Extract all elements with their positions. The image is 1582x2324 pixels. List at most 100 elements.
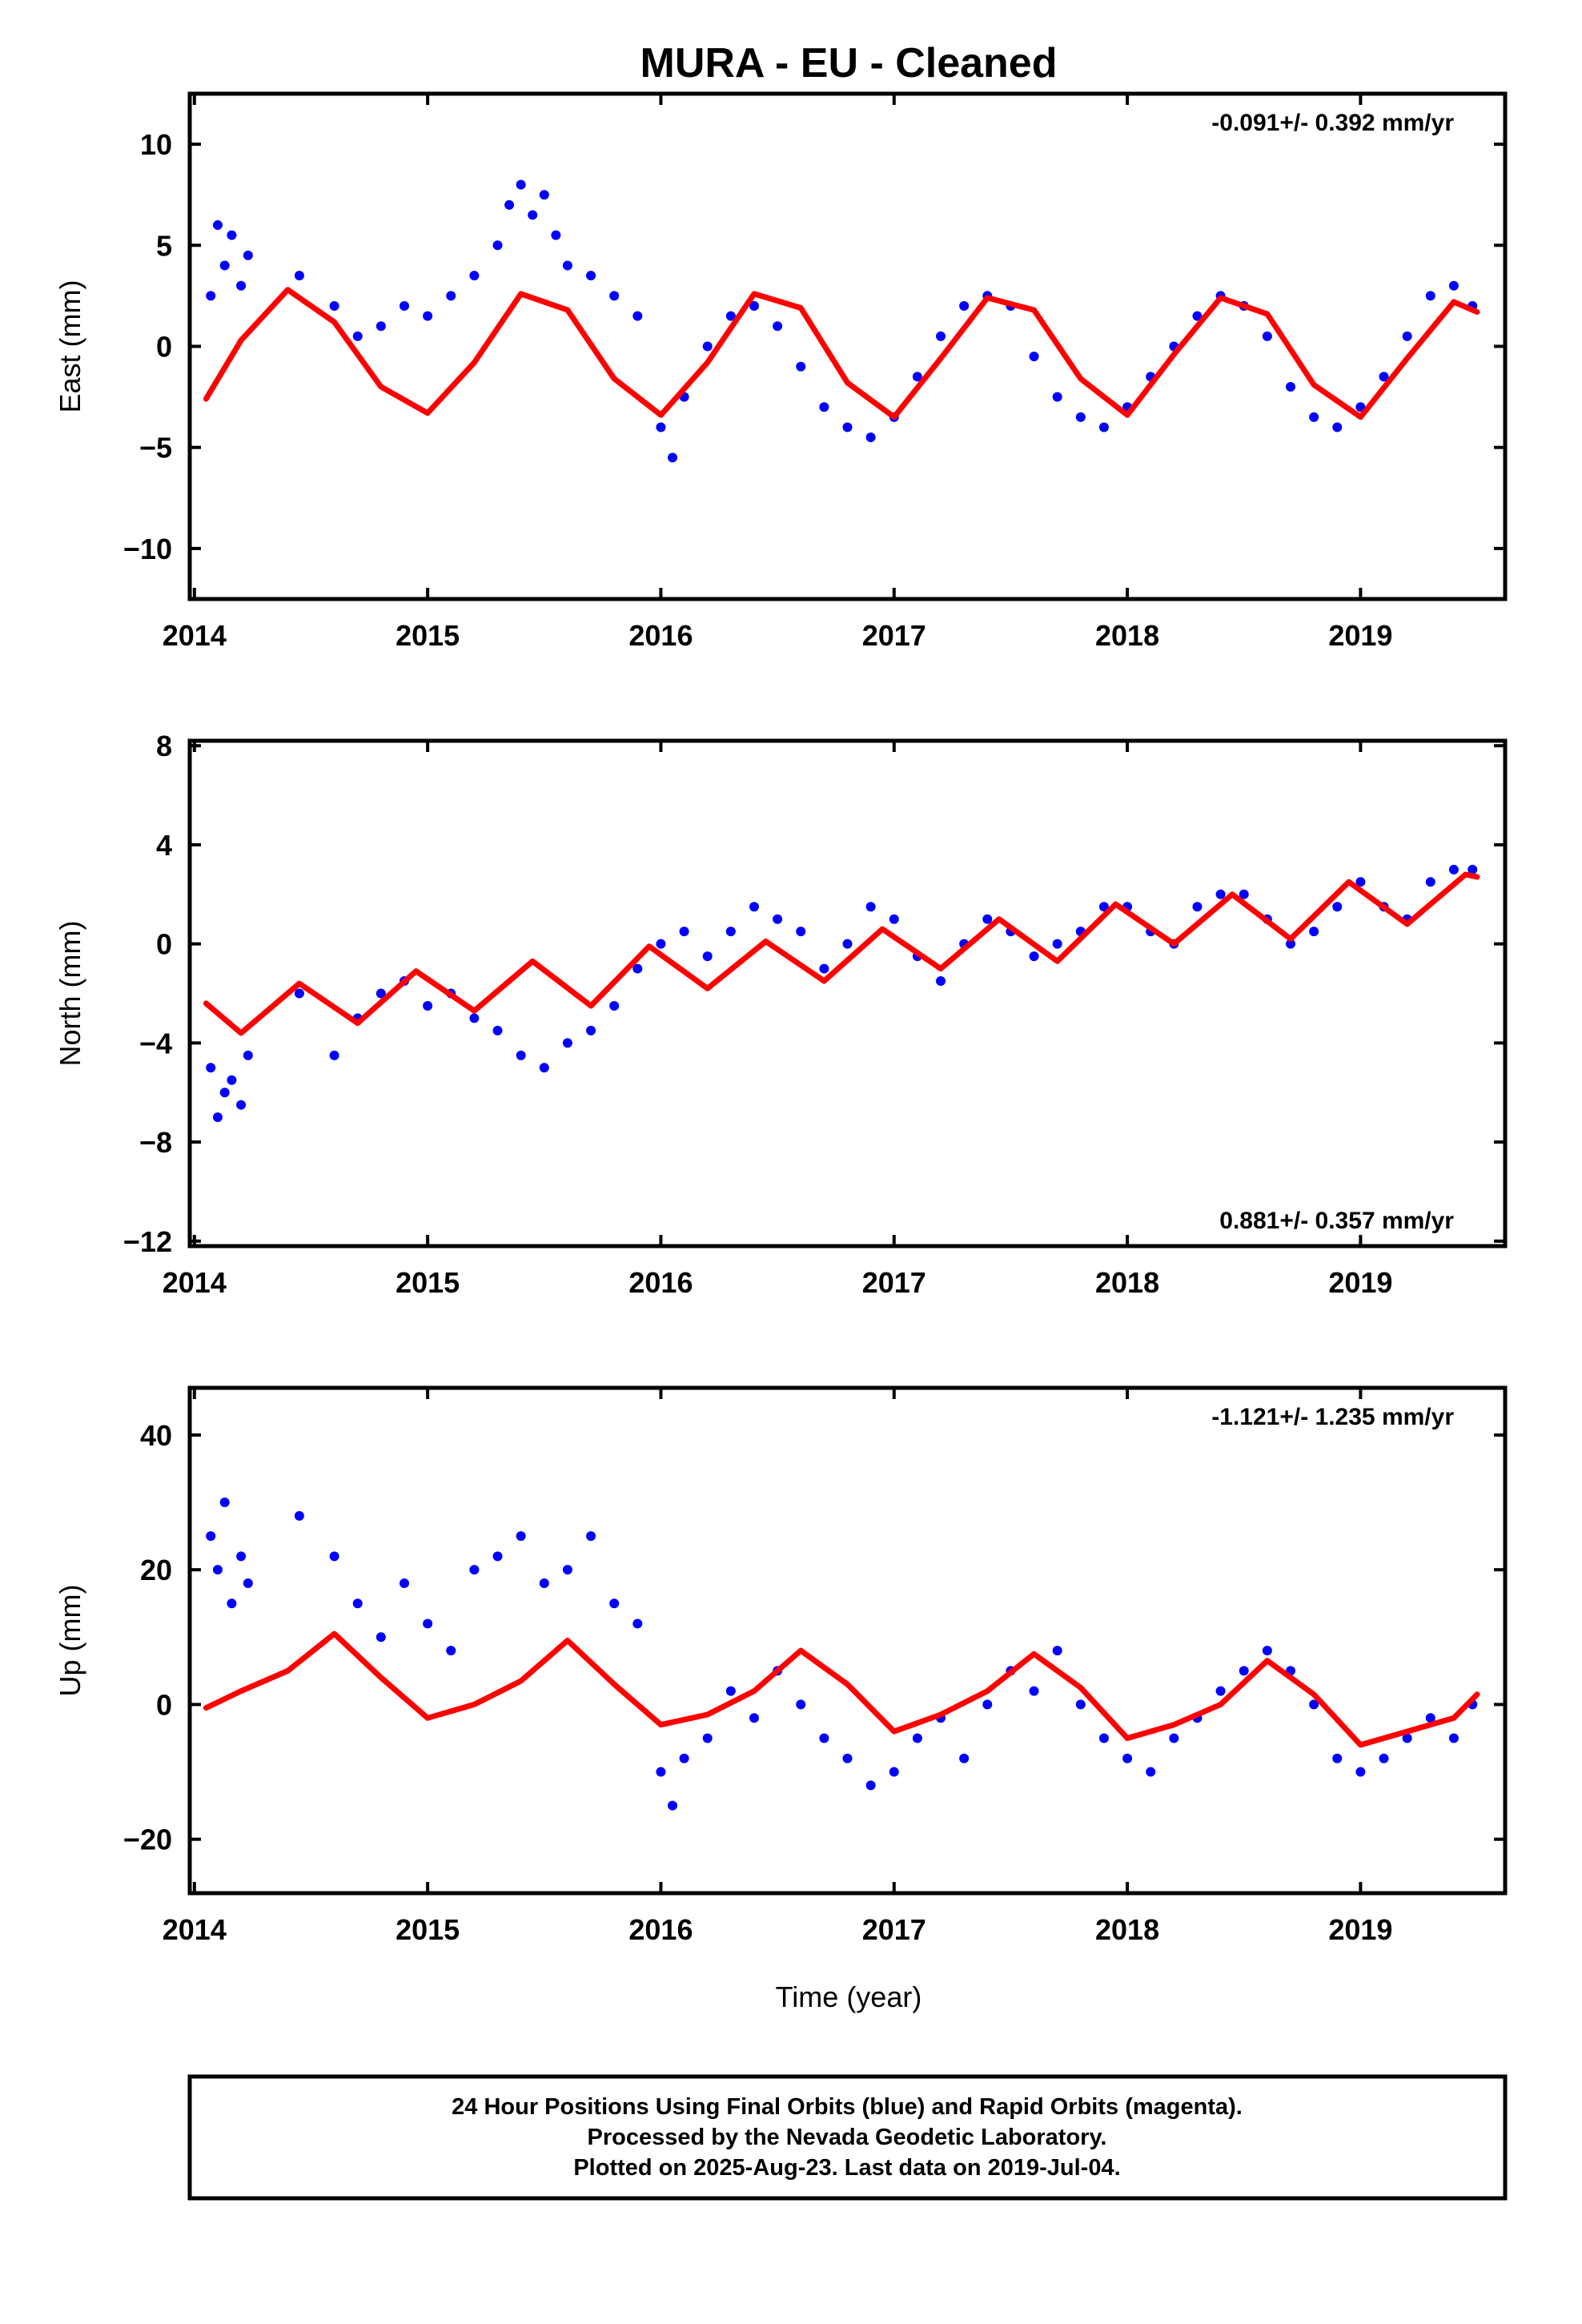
north-data-point [1468, 864, 1478, 875]
north-data-point [936, 976, 946, 987]
north-data-point [1425, 877, 1435, 887]
x-axis-title: Time (year) [776, 1980, 922, 2013]
east-data-point [539, 190, 549, 200]
north-data-point [702, 951, 713, 962]
east-data-point [212, 220, 223, 231]
east-data-point [749, 301, 759, 312]
east-data-point [865, 432, 876, 443]
east-data-point [219, 260, 230, 271]
up-data-point [1239, 1666, 1249, 1676]
north-data-point [227, 1075, 237, 1085]
up-x-tick-label: 2015 [396, 1913, 460, 1946]
east-data-point [206, 291, 216, 301]
north-data-point [1215, 889, 1226, 899]
east-data-point [1332, 422, 1343, 432]
east-y-tick-label: 10 [140, 128, 172, 161]
up-model-curve [203, 1630, 1480, 1748]
up-data-point [1122, 1753, 1133, 1763]
east-data-point [609, 291, 620, 301]
up-data-point [1448, 1733, 1459, 1743]
up-x-tick-label: 2017 [862, 1913, 926, 1946]
up-panel: 2014 2015 2016 2017 2018 2019 −20 0 20 40 Up (mm) -… [54, 1385, 1508, 1946]
east-data-point [632, 311, 643, 321]
up-data-point [725, 1686, 736, 1696]
north-data-point [294, 988, 304, 999]
up-data-point [586, 1531, 596, 1542]
east-data-point [773, 321, 783, 332]
up-y-tick-label: 20 [140, 1554, 172, 1586]
north-data-point [725, 927, 736, 937]
north-data-point [219, 1088, 230, 1098]
up-x-tick-label: 2016 [628, 1913, 693, 1946]
east-data-point [352, 331, 363, 341]
east-x-tick-label: 2016 [628, 619, 693, 652]
up-data-point [1262, 1646, 1272, 1656]
north-panel: 2014 2015 2016 2017 2018 2019 −12 −8 −4 0 4 8 North … [54, 730, 1508, 1299]
north-y-axis-title: North (mm) [54, 921, 86, 1067]
up-y-tick-label: 0 [156, 1688, 172, 1721]
up-plot-frame [187, 1385, 1508, 1896]
up-data-point [492, 1551, 503, 1562]
up-y-axis-title: Up (mm) [54, 1585, 86, 1697]
up-x-tick-label: 2014 [163, 1913, 227, 1946]
up-data-point [1355, 1767, 1366, 1777]
north-data-point [236, 1100, 247, 1110]
east-data-point [551, 230, 561, 240]
north-data-point [656, 939, 666, 949]
up-data-point [632, 1618, 643, 1629]
east-data-point [236, 280, 247, 291]
east-data-point [656, 422, 666, 432]
up-data-point [1215, 1686, 1226, 1696]
up-data-point [1029, 1686, 1039, 1696]
up-data-point [539, 1578, 549, 1588]
up-data-point [423, 1618, 433, 1629]
north-data-point [329, 1050, 339, 1060]
north-x-tick-label: 2017 [862, 1266, 926, 1299]
north-data-point [1052, 939, 1062, 949]
east-data-point [375, 321, 386, 332]
north-data-point [609, 1000, 620, 1011]
north-y-tick-label: −4 [139, 1027, 172, 1059]
up-data-point [1425, 1713, 1435, 1723]
east-data-point [516, 179, 526, 190]
up-data-point [668, 1800, 678, 1811]
footer-line-3: Plotted on 2025-Aug-23. Last data on 201… [573, 2155, 1120, 2181]
figure-title: MURA - EU - Cleaned [640, 40, 1058, 86]
up-data-point [819, 1733, 829, 1743]
north-y-tick-label: −12 [123, 1225, 172, 1258]
east-data-point [528, 210, 538, 220]
up-x-tick-label: 2018 [1095, 1913, 1159, 1946]
up-data-point [749, 1713, 759, 1723]
footer-box: 24 Hour Positions Using Final Orbits (bl… [187, 2074, 1508, 2201]
east-data-point [668, 452, 678, 463]
up-data-point [1309, 1699, 1319, 1710]
up-data-point [679, 1753, 689, 1763]
up-data-point [329, 1551, 339, 1562]
north-rate-label: 0.881+/- 0.357 mm/yr [1219, 1208, 1454, 1234]
east-data-point [796, 361, 806, 372]
east-data-point [423, 311, 433, 321]
east-data-point [469, 271, 480, 281]
up-data-point [1379, 1753, 1389, 1763]
north-y-tick-label: 8 [156, 730, 172, 762]
footer-line-2: Processed by the Nevada Geodetic Laborat… [588, 2125, 1107, 2150]
east-data-point [1448, 280, 1459, 291]
up-data-point [469, 1565, 480, 1575]
north-data-point [1029, 951, 1039, 962]
up-data-point [889, 1767, 899, 1777]
north-data-point [423, 1000, 433, 1011]
east-data-point [1355, 402, 1366, 412]
east-data-point [586, 271, 596, 281]
east-x-tick-label: 2015 [396, 619, 460, 652]
east-data-point [842, 422, 853, 432]
east-data-point [504, 199, 515, 210]
east-data-point [1402, 331, 1412, 341]
up-data-point [1052, 1646, 1062, 1656]
up-x-tick-label: 2019 [1328, 1913, 1392, 1946]
east-plot-frame [187, 91, 1508, 601]
east-data-point [959, 301, 970, 312]
up-rate-label: -1.121+/- 1.235 mm/yr [1211, 1404, 1454, 1430]
north-data-point [562, 1038, 572, 1048]
up-data-point [227, 1598, 237, 1609]
east-data-point [1098, 422, 1109, 432]
